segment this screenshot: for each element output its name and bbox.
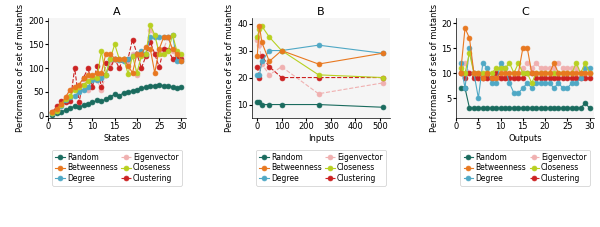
Legend: Random, Betweenness, Degree, Eigenvector, Closeness, Clustering: Random, Betweenness, Degree, Eigenvector… <box>256 150 386 186</box>
Y-axis label: Performance of set of mutants: Performance of set of mutants <box>226 4 235 132</box>
Title: C: C <box>521 7 529 17</box>
X-axis label: Outputs: Outputs <box>508 134 542 143</box>
X-axis label: Inputs: Inputs <box>308 134 334 143</box>
X-axis label: States: States <box>104 134 130 143</box>
Y-axis label: Performance of set of mutants: Performance of set of mutants <box>430 4 439 132</box>
Legend: Random, Betweenness, Degree, Eigenvector, Closeness, Clustering: Random, Betweenness, Degree, Eigenvector… <box>460 150 590 186</box>
Title: B: B <box>317 7 325 17</box>
Title: A: A <box>113 7 121 17</box>
Legend: Random, Betweenness, Degree, Eigenvector, Closeness, Clustering: Random, Betweenness, Degree, Eigenvector… <box>52 150 182 186</box>
Y-axis label: Performance of set of mutants: Performance of set of mutants <box>16 4 25 132</box>
